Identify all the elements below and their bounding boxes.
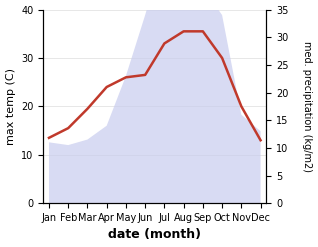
X-axis label: date (month): date (month) xyxy=(108,228,201,242)
Y-axis label: med. precipitation (kg/m2): med. precipitation (kg/m2) xyxy=(302,41,313,172)
Y-axis label: max temp (C): max temp (C) xyxy=(5,68,16,145)
